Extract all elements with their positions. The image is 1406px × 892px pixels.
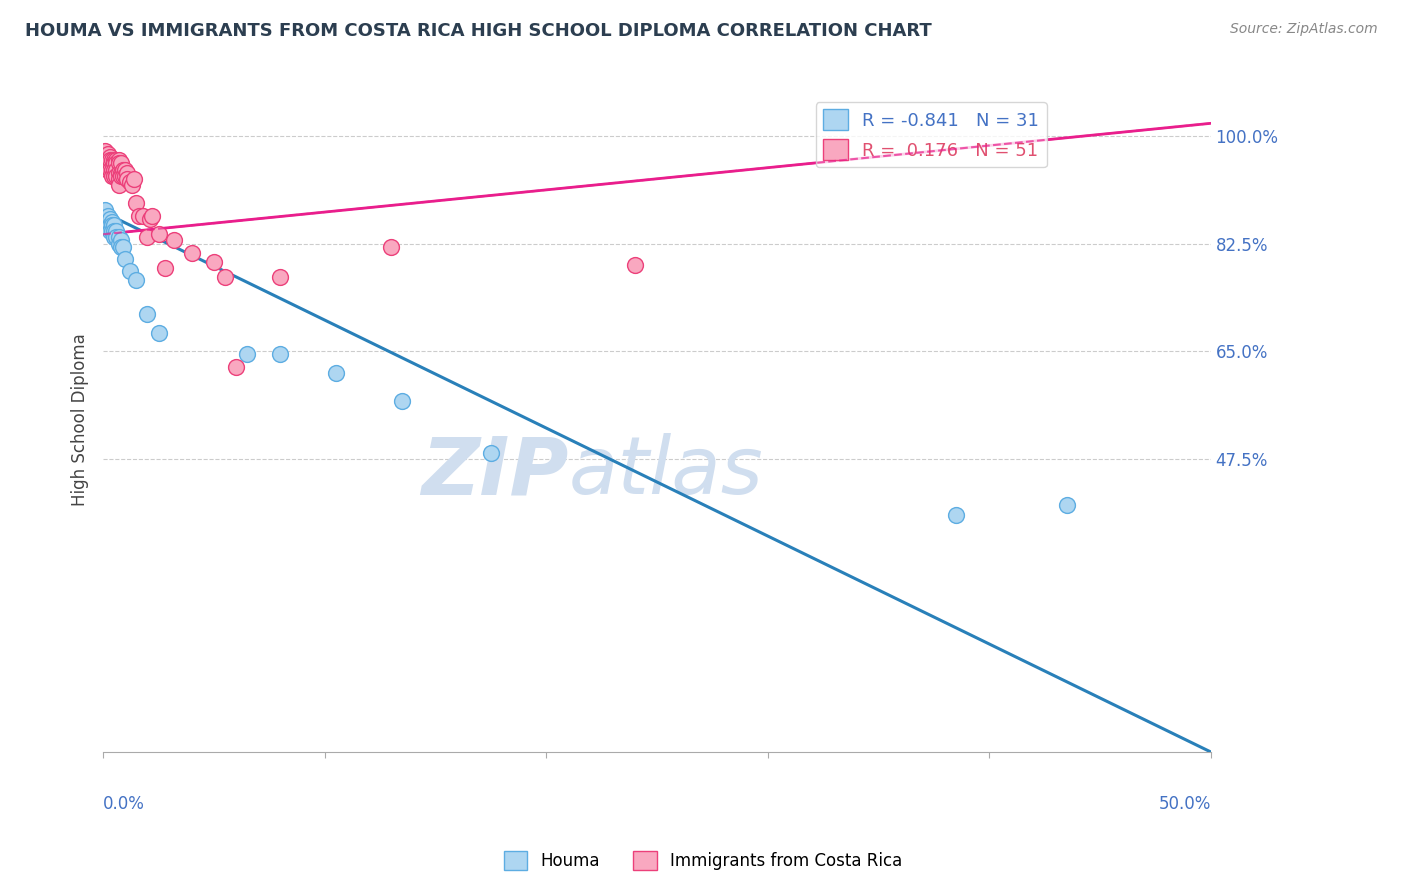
Point [128, 209, 150, 223]
Point [107, 166, 129, 180]
Point [136, 307, 159, 321]
Point [214, 270, 236, 285]
Point [225, 359, 247, 374]
Point [105, 224, 128, 238]
Point [103, 153, 125, 168]
Legend: Houma, Immigrants from Costa Rica: Houma, Immigrants from Costa Rica [498, 844, 908, 877]
Point [98, 211, 121, 226]
Point [479, 446, 502, 460]
Point [98, 150, 121, 164]
Text: ZIP: ZIP [420, 434, 568, 511]
Point [98, 218, 121, 232]
Text: HOUMA VS IMMIGRANTS FROM COSTA RICA HIGH SCHOOL DIPLOMA CORRELATION CHART: HOUMA VS IMMIGRANTS FROM COSTA RICA HIGH… [25, 22, 932, 40]
Point [101, 162, 124, 177]
Point [1056, 499, 1078, 513]
Point [107, 153, 129, 168]
Point [98, 162, 121, 177]
Point [153, 261, 176, 276]
Point [101, 218, 124, 232]
Point [236, 347, 259, 361]
Point [136, 230, 159, 244]
Text: atlas: atlas [568, 434, 763, 511]
Point [97, 147, 120, 161]
Point [98, 224, 121, 238]
Point [98, 153, 121, 168]
Point [101, 224, 124, 238]
Point [103, 156, 125, 170]
Text: 50.0%: 50.0% [1159, 795, 1211, 814]
Point [325, 366, 347, 380]
Point [97, 215, 120, 229]
Point [125, 196, 148, 211]
Point [103, 162, 125, 177]
Point [118, 175, 141, 189]
Y-axis label: High School Diploma: High School Diploma [72, 333, 89, 506]
Point [148, 326, 170, 340]
Point [110, 234, 132, 248]
Point [110, 166, 132, 180]
Point [107, 236, 129, 251]
Point [945, 508, 967, 522]
Point [103, 230, 125, 244]
Point [125, 273, 148, 287]
Point [107, 171, 129, 186]
Point [112, 239, 135, 253]
Point [103, 169, 125, 183]
Point [110, 169, 132, 183]
Point [117, 166, 139, 180]
Point [141, 209, 163, 223]
Point [121, 178, 143, 192]
Point [118, 264, 141, 278]
Point [202, 255, 225, 269]
Point [110, 156, 132, 170]
Point [122, 171, 145, 186]
Text: Source: ZipAtlas.com: Source: ZipAtlas.com [1230, 22, 1378, 37]
Point [97, 153, 120, 168]
Point [97, 162, 120, 177]
Point [132, 209, 155, 223]
Point [112, 162, 135, 177]
Point [110, 239, 132, 253]
Point [105, 156, 128, 170]
Point [101, 215, 124, 229]
Point [101, 169, 124, 183]
Point [269, 347, 291, 361]
Point [105, 153, 128, 168]
Point [269, 270, 291, 285]
Point [107, 230, 129, 244]
Point [112, 169, 135, 183]
Point [117, 171, 139, 186]
Point [623, 258, 645, 272]
Point [97, 209, 120, 223]
Point [114, 252, 136, 266]
Point [107, 178, 129, 192]
Point [380, 239, 402, 253]
Text: 0.0%: 0.0% [103, 795, 145, 814]
Point [180, 245, 202, 260]
Point [107, 156, 129, 170]
Point [163, 234, 186, 248]
Point [101, 153, 124, 168]
Point [138, 211, 160, 226]
Point [103, 224, 125, 238]
Point [114, 169, 136, 183]
Legend: R = -0.841   N = 31, R =  0.176   N = 51: R = -0.841 N = 31, R = 0.176 N = 51 [815, 102, 1046, 167]
Point [105, 169, 128, 183]
Point [94, 144, 117, 158]
Point [103, 218, 125, 232]
Point [105, 162, 128, 177]
Point [94, 202, 117, 217]
Point [114, 162, 136, 177]
Point [391, 393, 413, 408]
Point [105, 230, 128, 244]
Point [148, 227, 170, 242]
